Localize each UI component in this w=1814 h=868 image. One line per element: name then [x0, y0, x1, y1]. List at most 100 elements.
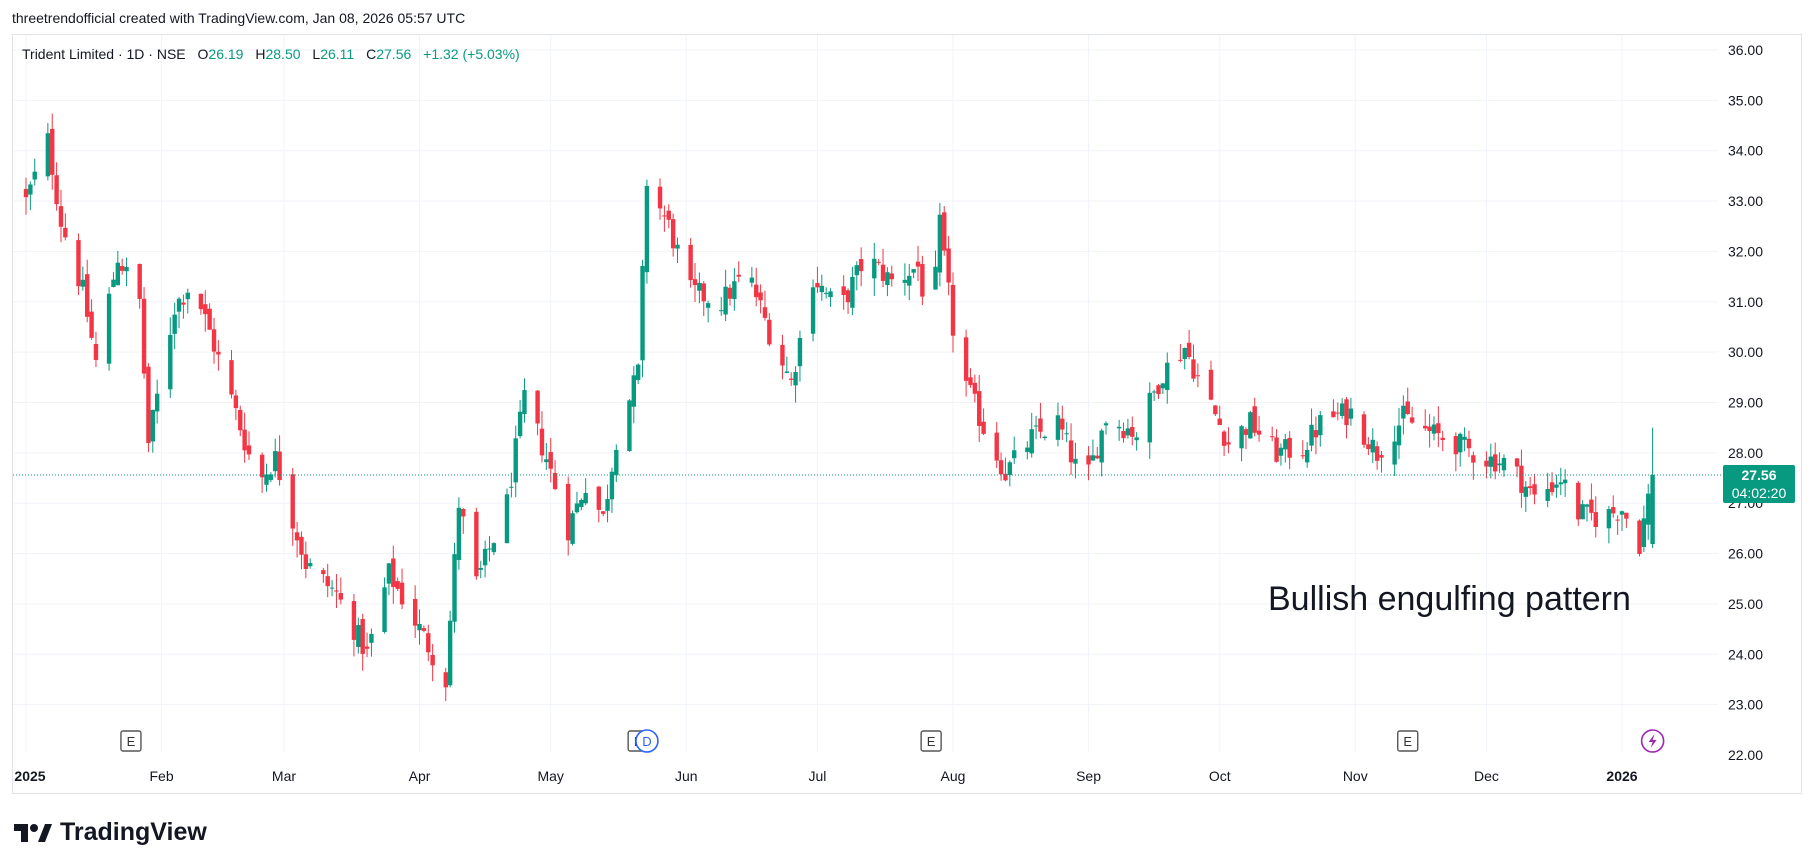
candle-body: [845, 290, 851, 303]
candle-body: [1335, 412, 1340, 414]
chart-frame: [12, 34, 1802, 794]
candle-body: [1156, 385, 1161, 395]
y-tick-label: 32.00: [1728, 243, 1763, 259]
candle-body: [1304, 449, 1310, 463]
candle-body: [727, 287, 733, 299]
x-tick-label: Jul: [808, 768, 826, 784]
candle-body: [334, 590, 339, 592]
candle-body: [767, 319, 772, 345]
candle-body: [1007, 462, 1013, 476]
candle-body: [666, 210, 671, 220]
candle-body: [246, 445, 252, 455]
candle-body: [732, 281, 737, 300]
candle-body: [535, 390, 540, 424]
candle-body: [1134, 437, 1139, 441]
candle-body: [268, 474, 274, 480]
legend-low-label: L: [312, 46, 321, 62]
candle-body: [1025, 447, 1030, 452]
y-tick-label: 33.00: [1728, 193, 1763, 209]
candle-body: [1492, 454, 1498, 472]
candle-body: [1558, 482, 1563, 485]
candle-body: [487, 548, 492, 550]
candle-body: [1361, 414, 1367, 445]
candle-body: [386, 563, 392, 584]
candle-body: [124, 266, 129, 272]
earnings-marker-letter: E: [1403, 734, 1412, 749]
candle-body: [1401, 405, 1406, 419]
candle-body: [1116, 426, 1122, 429]
candle-body: [1313, 430, 1319, 438]
last-price-tag: 27.56 04:02:20: [1723, 465, 1795, 503]
candle-body: [1532, 484, 1537, 495]
candle-body: [399, 582, 405, 605]
candle-body: [1095, 455, 1100, 459]
candle-body: [1405, 401, 1410, 415]
candle-body: [946, 248, 951, 283]
candle-body: [290, 474, 295, 529]
y-tick-label: 34.00: [1728, 143, 1763, 159]
candle-body: [1497, 463, 1502, 466]
candle-body: [1042, 436, 1048, 439]
pattern-annotation: Bullish engulfing pattern: [1268, 580, 1631, 618]
candle-body: [443, 672, 448, 688]
candle-body: [705, 303, 711, 308]
tradingview-brand: TradingView: [14, 818, 207, 847]
candle-body: [1029, 429, 1034, 454]
candle-body: [1646, 493, 1651, 525]
y-tick-label: 31.00: [1728, 294, 1763, 310]
earnings-marker: [920, 730, 942, 752]
candle-body: [1064, 433, 1069, 435]
candle-body: [780, 344, 785, 366]
candle-body: [456, 507, 462, 560]
candle-body: [1344, 399, 1349, 426]
candle-body: [421, 628, 427, 631]
brand-name: TradingView: [60, 818, 207, 846]
candle-body: [1436, 423, 1441, 434]
candle-body: [1086, 455, 1091, 465]
candle-body: [1318, 415, 1323, 436]
candle-body: [631, 375, 636, 407]
candle-body: [701, 283, 706, 302]
candle-body: [1466, 438, 1472, 449]
candle-body: [1269, 436, 1275, 438]
candle-body: [264, 474, 269, 485]
candle-body: [242, 429, 247, 451]
candle-body: [942, 212, 947, 251]
candle-body: [198, 293, 204, 310]
x-tick-label: Sep: [1076, 768, 1101, 784]
candle-body: [920, 264, 925, 297]
candle-body: [858, 259, 864, 272]
candle-body: [1068, 440, 1074, 463]
candle-body: [810, 287, 816, 334]
candle-body: [1458, 433, 1463, 453]
candle-body: [841, 286, 846, 295]
candle-body: [815, 282, 820, 288]
candle-body: [1392, 441, 1397, 465]
candle-body: [1366, 444, 1371, 450]
candle-body: [1379, 455, 1384, 458]
y-tick-label: 35.00: [1728, 92, 1763, 108]
candle-body: [723, 286, 728, 315]
candle-body: [1012, 450, 1017, 459]
candle-body: [548, 452, 553, 469]
candle-body: [1484, 460, 1489, 467]
legend-low-value: 26.11: [320, 46, 355, 62]
candle-body: [1580, 504, 1585, 520]
candle-body: [1274, 437, 1279, 462]
candle-body: [115, 262, 121, 286]
y-tick-label: 28.00: [1728, 445, 1763, 461]
candle-body: [1624, 512, 1629, 519]
candle-body: [758, 292, 763, 301]
candle-body: [566, 483, 571, 541]
candle-body: [176, 298, 182, 312]
candle-body: [574, 503, 580, 513]
candle-body: [474, 511, 479, 577]
candle-body: [670, 219, 676, 249]
candle-body: [478, 567, 483, 570]
candle-body: [364, 646, 370, 649]
candle-body: [880, 264, 886, 281]
candle-body: [1374, 446, 1380, 461]
candle-body: [185, 292, 190, 300]
candle-body: [321, 570, 326, 575]
